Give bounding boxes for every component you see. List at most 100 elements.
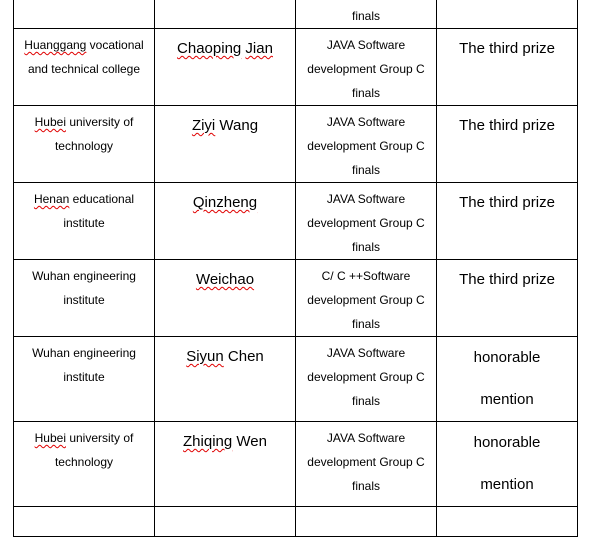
table-row-partial: finals bbox=[13, 0, 578, 29]
spellcheck-flagged-word: Weichao bbox=[195, 271, 255, 288]
table-row: Henan educational institute Qinzheng JAVA S… bbox=[13, 182, 578, 260]
text-segment: Wuhan engineering bbox=[32, 346, 136, 360]
text-segment: development Group C bbox=[307, 455, 425, 469]
text-segment: university of bbox=[66, 115, 134, 129]
cell-line: technology bbox=[14, 134, 154, 158]
cell-line: Henan educational bbox=[14, 187, 154, 211]
text-segment: technology bbox=[54, 139, 114, 153]
text-segment: development Group C bbox=[307, 216, 425, 230]
prize-line: mention bbox=[480, 391, 534, 408]
cell-line: development Group C bbox=[296, 211, 436, 235]
cell-line: development Group C bbox=[296, 57, 436, 81]
spellcheck-flagged-word: Zhiqing bbox=[183, 433, 233, 450]
cell-line: Wuhan engineering bbox=[14, 264, 154, 288]
spellcheck-flagged-word: Qinzheng bbox=[192, 194, 258, 211]
prize-cell: The third prize bbox=[436, 28, 578, 106]
school-cell: Wuhan engineering institute bbox=[13, 259, 155, 337]
cell-line: JAVA Software bbox=[296, 341, 436, 365]
text-segment: Chen bbox=[223, 348, 264, 365]
cell-line: finals bbox=[296, 389, 436, 413]
event-cell: JAVA Software development Group C finals bbox=[295, 182, 437, 260]
cell-line: and technical college bbox=[14, 57, 154, 81]
text-segment: Wang bbox=[215, 117, 259, 134]
text-segment: institute bbox=[63, 216, 105, 230]
prize-cell bbox=[436, 506, 578, 537]
name-cell: Weichao bbox=[154, 259, 296, 337]
cell-line: Hubei university of bbox=[14, 110, 154, 134]
prize-cell: honorable mention bbox=[436, 336, 578, 422]
event-cell: finals bbox=[295, 0, 437, 29]
awards-table: finals Huanggang vocational and technical … bbox=[13, 0, 578, 537]
table-row: Wuhan engineering institute Weichao C/ C ++… bbox=[13, 259, 578, 337]
prize-line: honorable bbox=[473, 434, 541, 451]
text-segment: institute bbox=[63, 293, 105, 307]
spellcheck-flagged-word: Siyun bbox=[186, 348, 224, 365]
spellcheck-flagged-word: Henan bbox=[33, 192, 70, 206]
table-row: Huanggang vocational and technical colleg… bbox=[13, 28, 578, 106]
school-cell: Hubei university of technology bbox=[13, 105, 155, 183]
text-segment: finals bbox=[351, 317, 380, 331]
prize-line: mention bbox=[480, 476, 534, 493]
name-cell bbox=[154, 0, 296, 29]
spellcheck-flagged-word: Chaoping bbox=[177, 40, 242, 57]
text-segment: JAVA Software bbox=[326, 115, 406, 129]
event-cell: C/ C ++Software development Group C finals bbox=[295, 259, 437, 337]
table-row: Hubei university of technology Ziyi Wang JA… bbox=[13, 105, 578, 183]
cell-line: C/ C ++Software bbox=[296, 264, 436, 288]
school-cell: Henan educational institute bbox=[13, 182, 155, 260]
cell-line: finals bbox=[296, 4, 436, 28]
cell-line: finals bbox=[296, 474, 436, 498]
cell-line: technology bbox=[14, 450, 154, 474]
school-cell bbox=[13, 0, 155, 29]
cell-line: institute bbox=[14, 365, 154, 389]
cell-line: Wuhan engineering bbox=[14, 341, 154, 365]
text-segment: educational bbox=[69, 192, 135, 206]
cell-line: JAVA Software bbox=[296, 426, 436, 450]
school-cell bbox=[13, 506, 155, 537]
cell-line: development Group C bbox=[296, 288, 436, 312]
name-cell: Zhiqing Wen bbox=[154, 421, 296, 507]
text-segment: and technical college bbox=[27, 62, 141, 76]
cell-line: finals bbox=[296, 158, 436, 182]
prize-cell: The third prize bbox=[436, 259, 578, 337]
text-segment: development Group C bbox=[307, 139, 425, 153]
cell-line: institute bbox=[14, 288, 154, 312]
cell-line: development Group C bbox=[296, 134, 436, 158]
name-cell: Ziyi Wang bbox=[154, 105, 296, 183]
text-segment: finals bbox=[351, 163, 380, 177]
cell-line: institute bbox=[14, 211, 154, 235]
event-cell: JAVA Software development Group C finals bbox=[295, 421, 437, 507]
spellcheck-flagged-word: Hubei bbox=[34, 431, 66, 445]
cell-line: Hubei university of bbox=[14, 426, 154, 450]
school-cell: Huanggang vocational and technical colleg… bbox=[13, 28, 155, 106]
text-segment: Wuhan engineering bbox=[32, 269, 136, 283]
spellcheck-flagged-word: Jian bbox=[245, 40, 273, 57]
text-segment: university of bbox=[66, 431, 134, 445]
prize-line: The third prize bbox=[459, 40, 555, 57]
table-row: Hubei university of technology Zhiqing Wen… bbox=[13, 421, 578, 507]
cell-line: development Group C bbox=[296, 365, 436, 389]
text-segment: JAVA Software bbox=[326, 38, 406, 52]
text-segment: vocational bbox=[86, 38, 144, 52]
cell-line: development Group C bbox=[296, 450, 436, 474]
text-segment: finals bbox=[351, 240, 380, 254]
text-segment: finals bbox=[351, 479, 380, 493]
event-cell: JAVA Software development Group C finals bbox=[295, 105, 437, 183]
event-cell bbox=[295, 506, 437, 537]
text-segment: institute bbox=[63, 370, 105, 384]
prize-line: The third prize bbox=[459, 194, 555, 211]
name-cell: Chaoping Jian bbox=[154, 28, 296, 106]
text-segment: JAVA Software bbox=[326, 346, 406, 360]
prize-line: honorable bbox=[473, 349, 541, 366]
spellcheck-flagged-word: Ziyi bbox=[191, 117, 216, 134]
text-segment: finals bbox=[351, 9, 380, 23]
text-segment: C/ C ++Software bbox=[321, 269, 411, 283]
prize-cell: honorable mention bbox=[436, 421, 578, 507]
prize-cell: The third prize bbox=[436, 182, 578, 260]
cell-line: finals bbox=[296, 235, 436, 259]
text-segment: development Group C bbox=[307, 370, 425, 384]
school-cell: Hubei university of technology bbox=[13, 421, 155, 507]
prize-line: The third prize bbox=[459, 117, 555, 134]
cell-line: finals bbox=[296, 312, 436, 336]
name-cell bbox=[154, 506, 296, 537]
